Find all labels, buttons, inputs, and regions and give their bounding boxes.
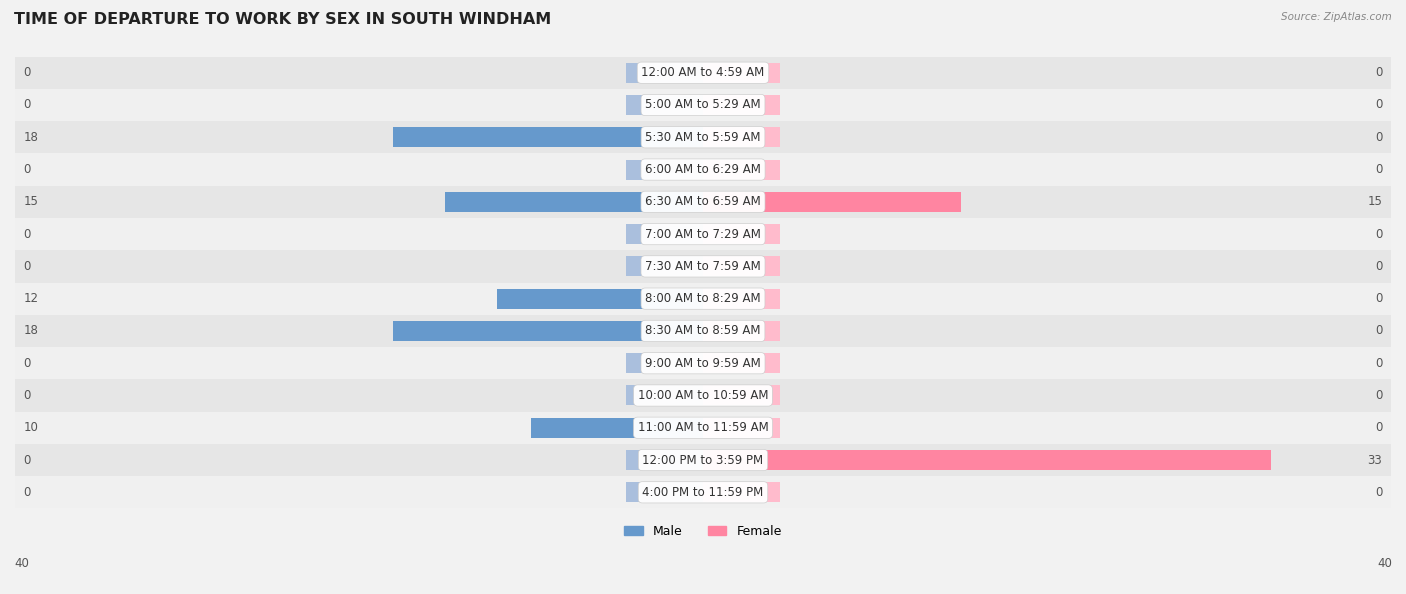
- Bar: [626, 289, 703, 309]
- Text: 18: 18: [24, 324, 38, 337]
- Legend: Male, Female: Male, Female: [619, 520, 787, 543]
- Bar: [15, 412, 1391, 444]
- Text: 0: 0: [24, 486, 31, 499]
- Text: 0: 0: [1375, 163, 1382, 176]
- Bar: [15, 89, 1391, 121]
- Text: 0: 0: [24, 389, 31, 402]
- Text: 8:00 AM to 8:29 AM: 8:00 AM to 8:29 AM: [645, 292, 761, 305]
- Bar: [703, 257, 780, 276]
- Bar: [703, 321, 780, 341]
- Text: 0: 0: [1375, 421, 1382, 434]
- Bar: [626, 192, 703, 212]
- Text: 0: 0: [24, 163, 31, 176]
- Bar: [15, 218, 1391, 250]
- Bar: [626, 482, 703, 503]
- Text: 9:00 AM to 9:59 AM: 9:00 AM to 9:59 AM: [645, 357, 761, 369]
- Text: 40: 40: [1376, 557, 1392, 570]
- Bar: [703, 353, 780, 373]
- Bar: [626, 63, 703, 83]
- Bar: [703, 450, 780, 470]
- Bar: [15, 283, 1391, 315]
- Bar: [703, 224, 780, 244]
- Text: 0: 0: [1375, 131, 1382, 144]
- Bar: [703, 450, 1271, 470]
- Bar: [703, 418, 780, 438]
- Bar: [703, 95, 780, 115]
- Bar: [703, 386, 780, 406]
- Text: 10:00 AM to 10:59 AM: 10:00 AM to 10:59 AM: [638, 389, 768, 402]
- Bar: [15, 347, 1391, 380]
- Bar: [15, 250, 1391, 283]
- Bar: [15, 380, 1391, 412]
- Bar: [626, 95, 703, 115]
- Text: 6:00 AM to 6:29 AM: 6:00 AM to 6:29 AM: [645, 163, 761, 176]
- Text: 0: 0: [1375, 324, 1382, 337]
- Bar: [626, 160, 703, 179]
- Bar: [626, 386, 703, 406]
- Bar: [531, 418, 703, 438]
- Text: 5:30 AM to 5:59 AM: 5:30 AM to 5:59 AM: [645, 131, 761, 144]
- Bar: [15, 121, 1391, 153]
- Bar: [15, 153, 1391, 186]
- Text: 6:30 AM to 6:59 AM: 6:30 AM to 6:59 AM: [645, 195, 761, 208]
- Bar: [626, 224, 703, 244]
- Text: 12: 12: [24, 292, 38, 305]
- Text: 0: 0: [1375, 292, 1382, 305]
- Bar: [496, 289, 703, 309]
- Text: 0: 0: [24, 357, 31, 369]
- Text: 0: 0: [24, 454, 31, 466]
- Text: 0: 0: [24, 228, 31, 241]
- Text: TIME OF DEPARTURE TO WORK BY SEX IN SOUTH WINDHAM: TIME OF DEPARTURE TO WORK BY SEX IN SOUT…: [14, 12, 551, 27]
- Text: 0: 0: [24, 66, 31, 79]
- Text: 10: 10: [24, 421, 38, 434]
- Text: 0: 0: [1375, 66, 1382, 79]
- Text: 8:30 AM to 8:59 AM: 8:30 AM to 8:59 AM: [645, 324, 761, 337]
- Bar: [15, 56, 1391, 89]
- Bar: [626, 353, 703, 373]
- Bar: [15, 315, 1391, 347]
- Bar: [626, 127, 703, 147]
- Text: 40: 40: [14, 557, 30, 570]
- Text: Source: ZipAtlas.com: Source: ZipAtlas.com: [1281, 12, 1392, 22]
- Text: 0: 0: [1375, 486, 1382, 499]
- Bar: [703, 127, 780, 147]
- Bar: [626, 321, 703, 341]
- Bar: [703, 63, 780, 83]
- Bar: [703, 482, 780, 503]
- Text: 0: 0: [1375, 389, 1382, 402]
- Bar: [703, 289, 780, 309]
- Text: 12:00 AM to 4:59 AM: 12:00 AM to 4:59 AM: [641, 66, 765, 79]
- Bar: [626, 450, 703, 470]
- Text: 5:00 AM to 5:29 AM: 5:00 AM to 5:29 AM: [645, 99, 761, 112]
- Text: 15: 15: [1368, 195, 1382, 208]
- Text: 33: 33: [1368, 454, 1382, 466]
- Bar: [15, 444, 1391, 476]
- Text: 15: 15: [24, 195, 38, 208]
- Text: 0: 0: [24, 260, 31, 273]
- Text: 18: 18: [24, 131, 38, 144]
- Bar: [15, 476, 1391, 508]
- Text: 0: 0: [1375, 228, 1382, 241]
- Text: 0: 0: [24, 99, 31, 112]
- Text: 12:00 PM to 3:59 PM: 12:00 PM to 3:59 PM: [643, 454, 763, 466]
- Text: 0: 0: [1375, 99, 1382, 112]
- Bar: [703, 192, 960, 212]
- Text: 0: 0: [1375, 357, 1382, 369]
- Bar: [703, 192, 780, 212]
- Text: 11:00 AM to 11:59 AM: 11:00 AM to 11:59 AM: [638, 421, 768, 434]
- Bar: [394, 127, 703, 147]
- Text: 7:30 AM to 7:59 AM: 7:30 AM to 7:59 AM: [645, 260, 761, 273]
- Bar: [446, 192, 703, 212]
- Bar: [626, 257, 703, 276]
- Text: 0: 0: [1375, 260, 1382, 273]
- Text: 4:00 PM to 11:59 PM: 4:00 PM to 11:59 PM: [643, 486, 763, 499]
- Bar: [703, 160, 780, 179]
- Bar: [626, 418, 703, 438]
- Bar: [394, 321, 703, 341]
- Text: 7:00 AM to 7:29 AM: 7:00 AM to 7:29 AM: [645, 228, 761, 241]
- Bar: [15, 186, 1391, 218]
